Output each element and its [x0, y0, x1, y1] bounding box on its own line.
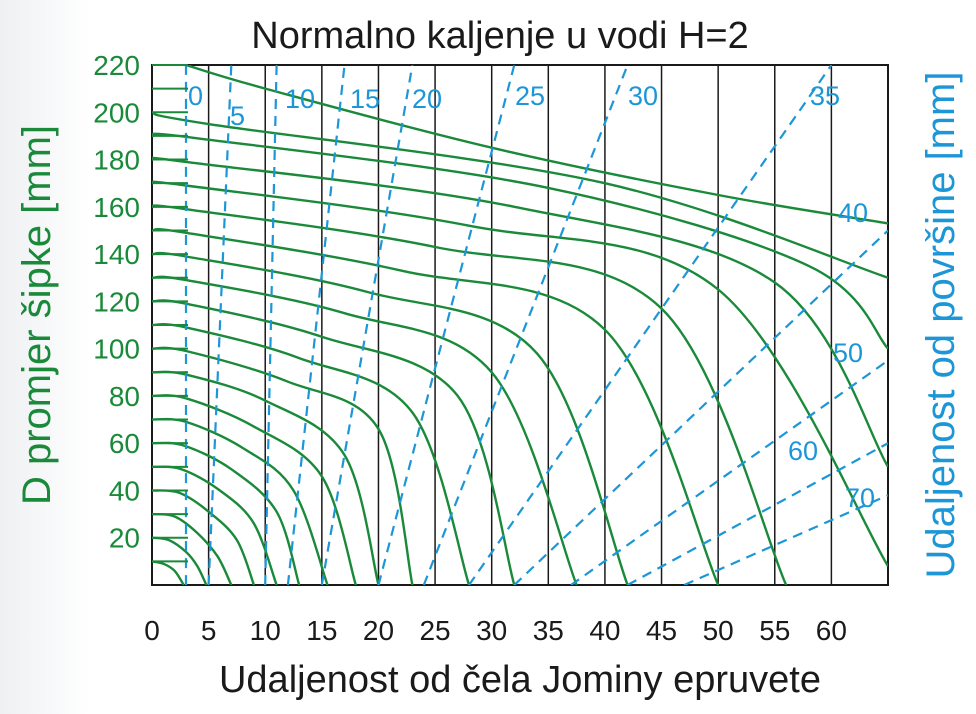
distance-label-35: 35 [810, 81, 840, 111]
x-tick-label-20: 20 [363, 615, 394, 646]
y-tick-labels: 20 40 60 80 100 120 140 160 180 200 220 [93, 50, 188, 563]
x-tick-label-35: 35 [533, 615, 564, 646]
x-tick-label-5: 5 [201, 615, 217, 646]
distance-label-70: 70 [845, 483, 875, 513]
chart-title: Normalno kaljenje u vodi H=2 [251, 15, 748, 57]
y-axis-label-left: D promjer šipke [mm] [15, 125, 59, 505]
diameter-curve-30 [152, 512, 233, 585]
y-axis-label-right: Udaljenost od površine [mm] [919, 72, 963, 579]
y-tick-label-140: 140 [93, 239, 140, 270]
distance-label-0: 0 [188, 81, 203, 111]
distance-label-40: 40 [838, 198, 868, 228]
distance-label-25: 25 [515, 81, 545, 111]
distance-curve-5 [207, 65, 233, 585]
diameter-curve-110 [152, 323, 471, 585]
distance-curve-15 [286, 65, 346, 585]
distance-curve-35 [468, 65, 833, 585]
diameter-curve-220 [185, 65, 888, 225]
y-tick-label-180: 180 [93, 145, 140, 176]
distance-label-20: 20 [412, 84, 442, 114]
distance-curve-30 [422, 65, 629, 585]
distance-label-15: 15 [350, 84, 380, 114]
plot-area-frame [151, 64, 889, 586]
y-tick-label-40: 40 [109, 475, 140, 506]
x-tick-label-30: 30 [476, 615, 507, 646]
diameter-curve-180 [152, 156, 888, 468]
y-tick-label-100: 100 [93, 334, 140, 365]
distance-label-5: 5 [230, 101, 245, 131]
x-tick-label-10: 10 [250, 615, 281, 646]
diameter-curve-170 [152, 180, 888, 567]
y-tick-label-20: 20 [109, 523, 140, 554]
x-tick-labels: 0 5 10 15 20 25 30 35 40 45 50 55 60 [144, 615, 847, 646]
x-tick-label-60: 60 [816, 615, 847, 646]
x-tick-label-15: 15 [306, 615, 337, 646]
y-tick-label-200: 200 [93, 97, 140, 128]
y-tick-label-80: 80 [109, 381, 140, 412]
y-tick-label-60: 60 [109, 428, 140, 459]
y-tick-label-120: 120 [93, 286, 140, 317]
distance-label-50: 50 [833, 338, 863, 368]
distance-curve-60 [627, 442, 888, 585]
distance-curve-25 [377, 65, 516, 585]
diameter-curve-100 [152, 346, 414, 585]
diameter-curve-130 [152, 275, 578, 585]
x-tick-label-40: 40 [589, 615, 620, 646]
x-tick-label-0: 0 [144, 615, 160, 646]
distance-labels: 05 10 15 20 25 30 35 40 50 60 70 [188, 81, 875, 513]
x-tick-label-45: 45 [646, 615, 677, 646]
x-axis-label: Udaljenost od čela Jominy epruvete [219, 659, 821, 701]
distance-curves [184, 65, 888, 585]
diameter-curve-90 [152, 370, 380, 585]
distance-curve-50 [570, 359, 888, 585]
distance-curve-40 [513, 229, 888, 585]
distance-label-30: 30 [628, 81, 658, 111]
x-tick-label-55: 55 [759, 615, 790, 646]
distance-curve-10 [264, 65, 278, 585]
distance-curve-70 [683, 494, 888, 585]
y-tick-label-160: 160 [93, 192, 140, 223]
x-tick-label-50: 50 [703, 615, 734, 646]
distance-label-10: 10 [285, 84, 315, 114]
distance-label-60: 60 [788, 436, 818, 466]
diameter-curve-140 [152, 251, 629, 585]
diameter-curves [152, 65, 888, 585]
diameter-curve-10 [152, 560, 185, 585]
diameter-curve-200 [152, 111, 888, 279]
y-tick-label-220: 220 [93, 50, 140, 81]
diameter-curve-160 [152, 204, 788, 585]
x-tick-label-25: 25 [419, 615, 450, 646]
distance-curve-20 [320, 65, 414, 585]
